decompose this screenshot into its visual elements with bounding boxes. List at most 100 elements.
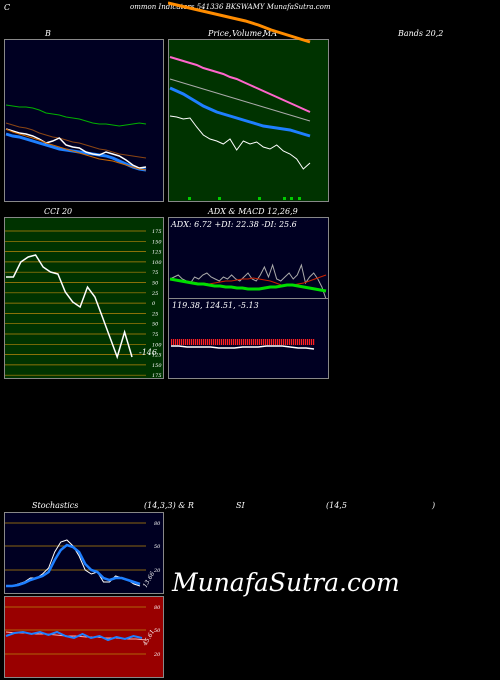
volume-bar [290, 197, 293, 200]
macd-histogram-bar [201, 339, 203, 345]
macd-histogram-bar [185, 339, 187, 345]
adx-panel: ADX: 6.72 +DI: 22.38 -DI: 25.6 [168, 217, 329, 299]
adx-line [169, 263, 327, 299]
macd-histogram-bar [227, 339, 229, 345]
macd-histogram-bar [249, 339, 251, 345]
cci-tick-label: 50 [152, 322, 159, 328]
label-bands: Bands 20,2 [398, 29, 444, 38]
plus-di-line [169, 277, 327, 293]
tick-label: 50 [154, 628, 161, 634]
macd-histogram-bar [303, 339, 305, 345]
macd-histogram-bar [205, 339, 207, 345]
volume-bars [188, 197, 301, 200]
macd-histogram-bar [275, 339, 277, 345]
header-c: C [4, 3, 11, 12]
macd-histogram-bar [281, 339, 283, 345]
macd-histogram-bar [179, 339, 181, 345]
macd-panel: 119.38, 124.51, -5.13 [168, 298, 329, 379]
label-adx: ADX & MACD 12,26,9 [208, 207, 298, 216]
macd-histogram-bar [245, 339, 247, 345]
macd-histogram-bar [261, 339, 263, 345]
bollinger-panel [4, 39, 164, 202]
macd-histogram-bar [243, 339, 245, 345]
macd-histogram-bar [287, 339, 289, 345]
macd-histogram-bar [239, 339, 241, 345]
label-rsi-params: (14,5 [326, 501, 347, 510]
macd-histogram-bar [173, 339, 175, 345]
macd-histogram-bar [293, 339, 295, 345]
macd-histogram-bar [175, 339, 177, 345]
macd-histogram-bar [187, 339, 189, 345]
macd-histogram-bar [307, 339, 309, 345]
cci-tick-label: 75 [152, 270, 158, 276]
tick-label: 50 [154, 544, 161, 550]
macd-histogram-bar [273, 339, 275, 345]
macd-histogram-bar [177, 339, 179, 345]
price-ma-2-line [169, 78, 311, 122]
macd-histogram-bar [295, 339, 297, 345]
macd-histogram-bar [181, 339, 183, 345]
macd-histogram-bar [183, 339, 185, 345]
bb-upper-band [5, 104, 147, 127]
label-price: Price, [208, 29, 232, 38]
cci-tick-label: 175 [152, 373, 162, 379]
cci-line [6, 254, 133, 360]
price-ma-orange-overflow [168, 1, 311, 44]
cci-tick-label: 175 [152, 229, 162, 235]
cci-tick-label: 150 [152, 363, 162, 369]
label-ma: MA [263, 29, 277, 38]
cci-tick-label: 0 [152, 301, 156, 307]
cci-tick-label: 25 [151, 291, 158, 297]
macd-histogram-bar [193, 339, 195, 345]
cci-tick-label: 100 [152, 342, 162, 348]
macd-histogram-bar [197, 339, 199, 345]
macd-histogram-bar [229, 339, 231, 345]
tick-label: 80 [154, 521, 161, 527]
volume-bar [283, 197, 286, 200]
macd-histogram-bar [191, 339, 193, 345]
macd-histogram-bar [255, 339, 257, 345]
label-close-paren: ) [432, 501, 436, 510]
macd-histogram-bar [209, 339, 211, 345]
adx-readout: ADX: 6.72 +DI: 22.38 -DI: 25.6 [170, 220, 297, 229]
cci-tick-label: 25 [151, 311, 158, 317]
macd-histogram [171, 339, 315, 345]
volume-bar [298, 197, 301, 200]
price-ma-3-line [169, 86, 311, 138]
macd-histogram-bar [223, 339, 225, 345]
macd-histogram-bar [277, 339, 279, 345]
macd-histogram-bar [265, 339, 267, 345]
macd-histogram-bar [189, 339, 191, 345]
bb-price-line [5, 128, 147, 169]
macd-histogram-bar [213, 339, 215, 345]
macd-histogram-bar [285, 339, 287, 345]
macd-histogram-bar [207, 339, 209, 345]
macd-histogram-bar [279, 339, 281, 345]
macd-histogram-bar [259, 339, 261, 345]
stoch-grid: 80 50 20 [5, 521, 161, 574]
macd-histogram-bar [217, 339, 219, 345]
macd-histogram-bar [289, 339, 291, 345]
macd-histogram-bar [283, 339, 285, 345]
macd-readout: 119.38, 124.51, -5.13 [172, 301, 259, 310]
macd-histogram-bar [305, 339, 307, 345]
orange-ma-line [168, 1, 311, 44]
label-volume: Volume, [232, 29, 265, 38]
label-stoch-params: (14,3,3) & R [144, 501, 194, 510]
watermark-logo: MunafaSutra.com [172, 568, 400, 597]
label-si: SI [236, 501, 245, 510]
tick-label: 20 [153, 652, 161, 658]
macd-histogram-bar [225, 339, 227, 345]
macd-histogram-bar [269, 339, 271, 345]
cci-panel: 175 150 125 100 75 50 25 0 25 50 75 100 125 150 175 -1… [4, 217, 164, 379]
macd-histogram-bar [215, 339, 217, 345]
tick-label: 20 [153, 568, 161, 574]
volume-bar [258, 197, 261, 200]
macd-histogram-bar [247, 339, 249, 345]
macd-histogram-bar [171, 339, 173, 345]
macd-histogram-bar [211, 339, 213, 345]
cci-grid: 175 150 125 100 75 50 25 0 25 50 75 100 125 150 175 [5, 229, 162, 379]
price-line [169, 115, 311, 170]
macd-histogram-bar [313, 339, 315, 345]
